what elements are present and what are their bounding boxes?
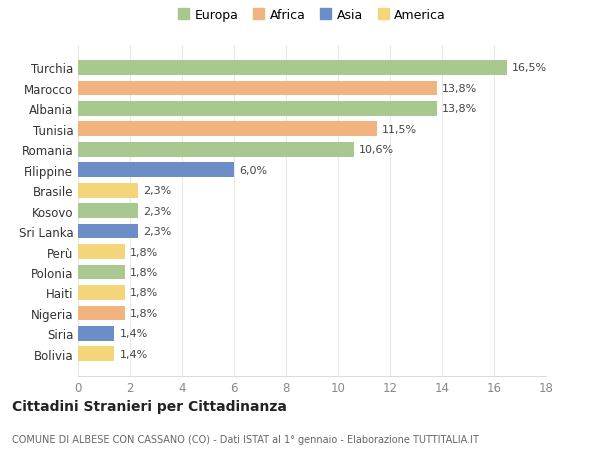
Text: 1,8%: 1,8% — [130, 247, 158, 257]
Text: 6,0%: 6,0% — [239, 165, 268, 175]
Text: 1,4%: 1,4% — [119, 329, 148, 339]
Bar — [78, 204, 138, 218]
Text: 2,3%: 2,3% — [143, 206, 171, 216]
Text: 1,8%: 1,8% — [130, 268, 158, 277]
Text: COMUNE DI ALBESE CON CASSANO (CO) - Dati ISTAT al 1° gennaio - Elaborazione TUTT: COMUNE DI ALBESE CON CASSANO (CO) - Dati… — [12, 434, 479, 444]
Text: 13,8%: 13,8% — [442, 84, 477, 94]
Bar — [78, 81, 437, 96]
Bar — [78, 285, 125, 300]
Text: 2,3%: 2,3% — [143, 227, 171, 236]
Text: 1,8%: 1,8% — [130, 288, 158, 298]
Text: Cittadini Stranieri per Cittadinanza: Cittadini Stranieri per Cittadinanza — [12, 399, 287, 413]
Bar — [78, 326, 115, 341]
Text: 11,5%: 11,5% — [382, 124, 418, 134]
Text: 10,6%: 10,6% — [359, 145, 394, 155]
Bar — [78, 163, 234, 178]
Bar — [78, 306, 125, 320]
Text: 1,4%: 1,4% — [119, 349, 148, 359]
Bar — [78, 122, 377, 137]
Text: 1,8%: 1,8% — [130, 308, 158, 318]
Text: 13,8%: 13,8% — [442, 104, 477, 114]
Bar — [78, 143, 353, 157]
Text: 16,5%: 16,5% — [512, 63, 547, 73]
Bar — [78, 347, 115, 361]
Text: 2,3%: 2,3% — [143, 186, 171, 196]
Bar — [78, 184, 138, 198]
Bar — [78, 224, 138, 239]
Bar — [78, 61, 507, 76]
Bar — [78, 265, 125, 280]
Bar — [78, 102, 437, 117]
Legend: Europa, Africa, Asia, America: Europa, Africa, Asia, America — [178, 9, 446, 22]
Bar — [78, 245, 125, 259]
